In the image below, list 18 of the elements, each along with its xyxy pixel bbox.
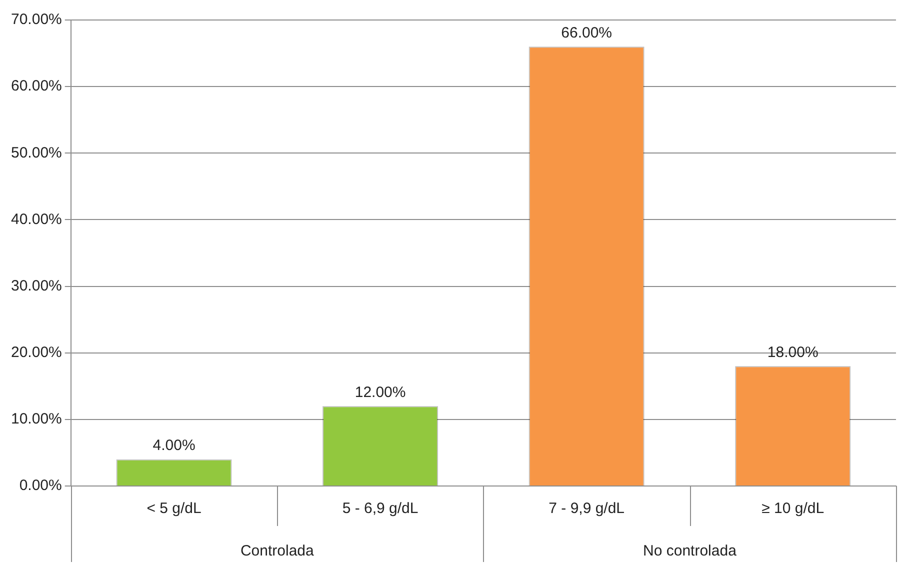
data-label: 18.00%	[767, 344, 818, 361]
x-tick-label: ≥ 10 g/dL	[762, 500, 824, 518]
x-tick-label: 7 - 9,9 g/dL	[548, 500, 625, 518]
y-tick-label: 60.00%	[11, 78, 62, 95]
data-label: 66.00%	[561, 24, 612, 42]
text: Controlada	[240, 542, 314, 560]
y-tick-label: 50.00%	[11, 144, 62, 162]
x-tick-label: < 5 g/dL	[146, 500, 202, 518]
data-label: 4.00%	[152, 437, 196, 454]
y-tick-label: 0.00%	[19, 477, 62, 494]
data-label: 12.00%	[354, 384, 406, 401]
y-tick-label: 20.00%	[11, 344, 62, 361]
text: No controlada	[643, 542, 738, 560]
y-tick-label: 40.00%	[11, 210, 62, 228]
y-tick-label: 70.00%	[11, 11, 62, 28]
y-tick-label: 30.00%	[11, 277, 62, 294]
x-tick-label: 5 - 6,9 g/dL	[342, 500, 418, 518]
y-tick-label: 10.00%	[11, 410, 62, 428]
